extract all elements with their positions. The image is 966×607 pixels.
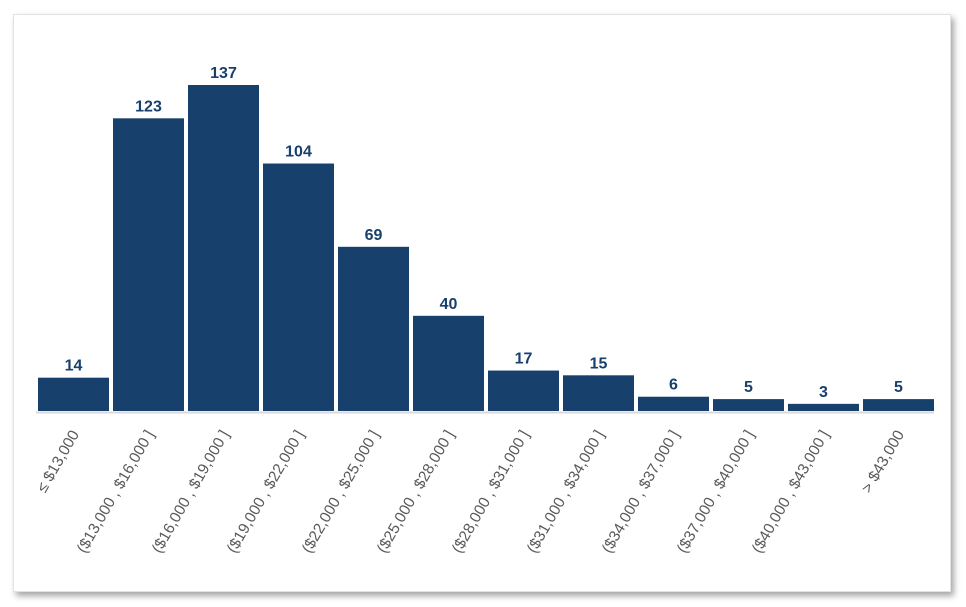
x-tick-label: ($31,000 , $34,000 ] — [524, 428, 608, 557]
bar — [788, 403, 859, 411]
x-tick-label: ($22,000 , $25,000 ] — [299, 428, 383, 557]
data-label: 69 — [365, 227, 383, 244]
data-label: 104 — [285, 144, 312, 161]
bar — [263, 163, 334, 411]
bar — [863, 399, 934, 411]
x-tick-label: > $43,000 — [859, 427, 909, 496]
x-tick-label: ($16,000 , $19,000 ] — [149, 428, 233, 557]
data-label: 17 — [515, 351, 533, 368]
x-tick-label: ($34,000 , $37,000 ] — [599, 428, 683, 557]
x-tick-label: ($28,000 , $31,000 ] — [449, 428, 533, 557]
bar — [713, 399, 784, 411]
bar — [188, 85, 259, 411]
data-label: 137 — [210, 65, 237, 82]
bar — [638, 396, 709, 411]
x-tick-label: ($13,000 , $16,000 ] — [74, 428, 158, 557]
bar — [38, 377, 109, 411]
bar — [488, 370, 559, 411]
data-label: 14 — [65, 358, 83, 375]
bar — [563, 375, 634, 411]
x-tick-label: ≤ $13,000 — [34, 427, 83, 495]
x-tick-label: ($40,000 , $43,000 ] — [749, 428, 833, 557]
data-label: 123 — [135, 98, 162, 115]
bar — [338, 246, 409, 411]
data-label: 40 — [440, 296, 458, 313]
data-label: 6 — [669, 377, 678, 394]
data-label: 15 — [590, 355, 608, 372]
x-tick-label: ($37,000 , $40,000 ] — [674, 428, 758, 557]
data-label: 5 — [744, 379, 753, 396]
data-label: 5 — [894, 379, 903, 396]
bar — [413, 315, 484, 411]
x-tick-label: ($25,000 , $28,000 ] — [374, 428, 458, 557]
bar — [113, 118, 184, 411]
data-label: 3 — [819, 384, 828, 401]
x-tick-label: ($19,000 , $22,000 ] — [224, 428, 308, 557]
